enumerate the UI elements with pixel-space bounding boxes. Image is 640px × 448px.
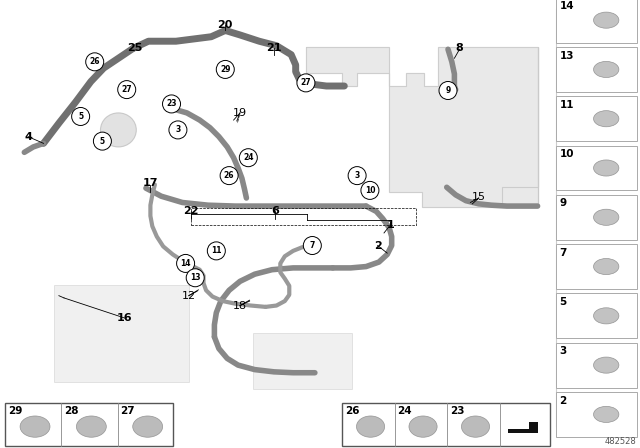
Ellipse shape — [439, 82, 457, 99]
Text: 9: 9 — [559, 198, 566, 208]
Text: 22: 22 — [183, 207, 198, 216]
Ellipse shape — [93, 132, 111, 150]
Text: 27: 27 — [122, 85, 132, 94]
Text: 24: 24 — [243, 153, 253, 162]
Ellipse shape — [132, 416, 163, 437]
Text: 3: 3 — [175, 125, 180, 134]
Ellipse shape — [593, 160, 619, 176]
Text: 11: 11 — [211, 246, 221, 255]
Text: 19: 19 — [233, 108, 247, 118]
FancyBboxPatch shape — [5, 403, 173, 446]
Ellipse shape — [100, 113, 136, 147]
Text: 12: 12 — [182, 291, 196, 301]
FancyBboxPatch shape — [556, 0, 637, 43]
Ellipse shape — [239, 149, 257, 167]
FancyBboxPatch shape — [556, 343, 637, 388]
Text: 23: 23 — [450, 406, 465, 416]
FancyBboxPatch shape — [556, 47, 637, 92]
Text: 9: 9 — [445, 86, 451, 95]
Ellipse shape — [593, 308, 619, 324]
Text: 10: 10 — [559, 149, 574, 159]
Text: 7: 7 — [559, 248, 567, 258]
Text: 1: 1 — [387, 220, 394, 230]
Ellipse shape — [461, 416, 490, 437]
Ellipse shape — [186, 269, 204, 287]
FancyBboxPatch shape — [342, 403, 550, 446]
FancyBboxPatch shape — [556, 293, 637, 338]
Ellipse shape — [348, 167, 366, 185]
Text: 14: 14 — [180, 259, 191, 268]
Text: 26: 26 — [224, 171, 234, 180]
Ellipse shape — [177, 254, 195, 272]
Text: 26: 26 — [90, 57, 100, 66]
Ellipse shape — [20, 416, 50, 437]
Ellipse shape — [76, 416, 106, 437]
Ellipse shape — [593, 406, 619, 422]
Ellipse shape — [593, 209, 619, 225]
Text: 16: 16 — [117, 313, 132, 323]
Ellipse shape — [163, 95, 180, 113]
Ellipse shape — [86, 53, 104, 71]
Text: 27: 27 — [301, 78, 311, 87]
Ellipse shape — [361, 181, 379, 199]
Text: 5: 5 — [78, 112, 83, 121]
Text: 482528: 482528 — [605, 437, 637, 446]
Ellipse shape — [207, 242, 225, 260]
Ellipse shape — [72, 108, 90, 125]
Text: 15: 15 — [472, 192, 486, 202]
Polygon shape — [306, 47, 538, 207]
Text: 29: 29 — [8, 406, 22, 416]
Text: 21: 21 — [266, 43, 282, 53]
Text: 10: 10 — [365, 186, 375, 195]
FancyBboxPatch shape — [556, 96, 637, 141]
FancyBboxPatch shape — [556, 392, 637, 437]
Text: 18: 18 — [233, 301, 247, 310]
Ellipse shape — [303, 237, 321, 254]
Text: 11: 11 — [559, 100, 574, 110]
Ellipse shape — [356, 416, 385, 437]
Ellipse shape — [297, 74, 315, 92]
Ellipse shape — [220, 167, 238, 185]
Text: 14: 14 — [559, 1, 574, 11]
Text: 17: 17 — [143, 178, 158, 188]
Text: 7: 7 — [310, 241, 315, 250]
Text: 20: 20 — [218, 20, 233, 30]
Text: 2: 2 — [559, 396, 566, 405]
Text: 3: 3 — [559, 346, 566, 356]
Ellipse shape — [216, 60, 234, 78]
Ellipse shape — [593, 12, 619, 28]
Polygon shape — [508, 422, 538, 433]
Ellipse shape — [169, 121, 187, 139]
Text: 27: 27 — [120, 406, 135, 416]
Ellipse shape — [118, 81, 136, 99]
Text: 3: 3 — [355, 171, 360, 180]
FancyBboxPatch shape — [253, 333, 352, 389]
Text: 5: 5 — [100, 137, 105, 146]
Text: 13: 13 — [190, 273, 200, 282]
FancyBboxPatch shape — [54, 285, 189, 382]
Text: 4: 4 — [24, 132, 32, 142]
Text: 24: 24 — [397, 406, 412, 416]
Text: 8: 8 — [456, 43, 463, 53]
Text: 2: 2 — [374, 241, 381, 250]
Ellipse shape — [409, 416, 437, 437]
FancyBboxPatch shape — [556, 195, 637, 240]
FancyBboxPatch shape — [556, 244, 637, 289]
Text: 26: 26 — [345, 406, 360, 416]
FancyBboxPatch shape — [556, 146, 637, 190]
Text: 29: 29 — [220, 65, 230, 74]
Text: 25: 25 — [127, 43, 142, 53]
Text: 23: 23 — [166, 99, 177, 108]
Ellipse shape — [593, 357, 619, 373]
Ellipse shape — [593, 258, 619, 275]
Text: 5: 5 — [559, 297, 566, 307]
Text: 28: 28 — [64, 406, 79, 416]
Ellipse shape — [593, 61, 619, 78]
Text: 6: 6 — [271, 207, 279, 216]
Text: 13: 13 — [559, 51, 574, 60]
Ellipse shape — [593, 111, 619, 127]
